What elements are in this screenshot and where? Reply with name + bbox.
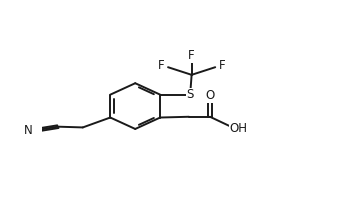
Text: OH: OH	[230, 122, 248, 135]
Text: F: F	[188, 49, 195, 62]
Text: N: N	[24, 124, 33, 137]
Text: F: F	[158, 59, 165, 72]
Text: O: O	[206, 89, 215, 102]
Text: F: F	[218, 59, 225, 72]
Text: S: S	[187, 88, 194, 101]
